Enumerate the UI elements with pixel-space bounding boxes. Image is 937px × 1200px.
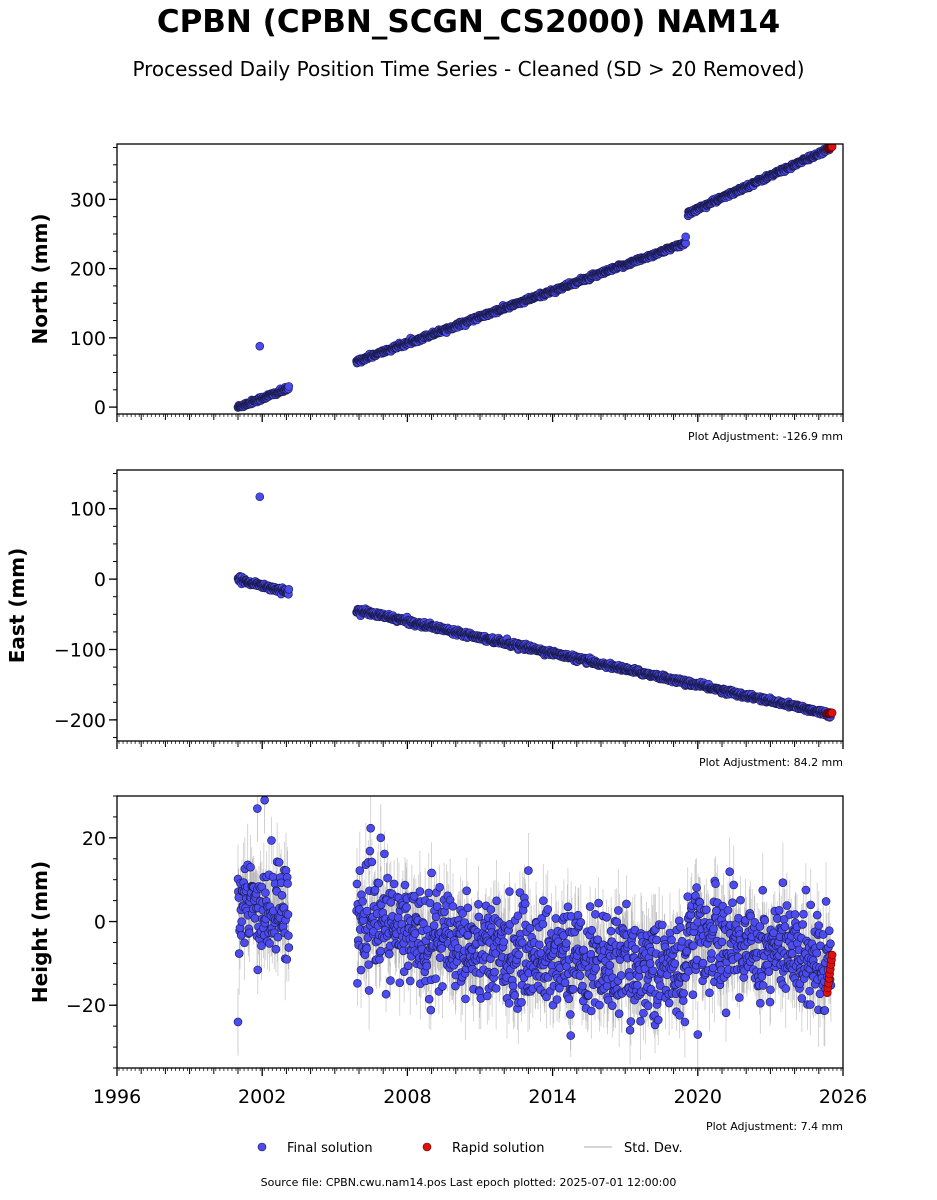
y-tick-label: 100 [70,328,106,350]
east-std-dev-bars [237,492,832,720]
chart-subtitle: Processed Daily Position Time Series - C… [132,57,805,81]
north-y-axis-label: North (mm) [28,213,52,344]
east-final-points [233,492,836,722]
y-tick-label: 300 [70,189,106,211]
north-plot-frame [116,143,844,415]
chart-title: CPBN (CPBN_SCGN_CS2000) NAM14 [156,4,781,40]
north-plot-adjustment: Plot Adjustment: -126.9 mm [688,430,843,443]
y-tick-label: 200 [70,259,106,281]
rapid-solution-point [827,144,837,152]
final-solution-point [284,585,294,594]
panel-north: 0 100 200 300 North (mm) Plot Adjustment: -12… [28,143,844,443]
north-rapid-points [824,144,837,154]
final-solution-point [681,232,691,242]
north-final-points [233,144,836,412]
north-data [233,144,837,412]
final-solution-point [255,341,265,351]
final-solution-point [284,382,294,391]
y-tick-label: 0 [94,397,106,419]
east-data [233,492,837,722]
